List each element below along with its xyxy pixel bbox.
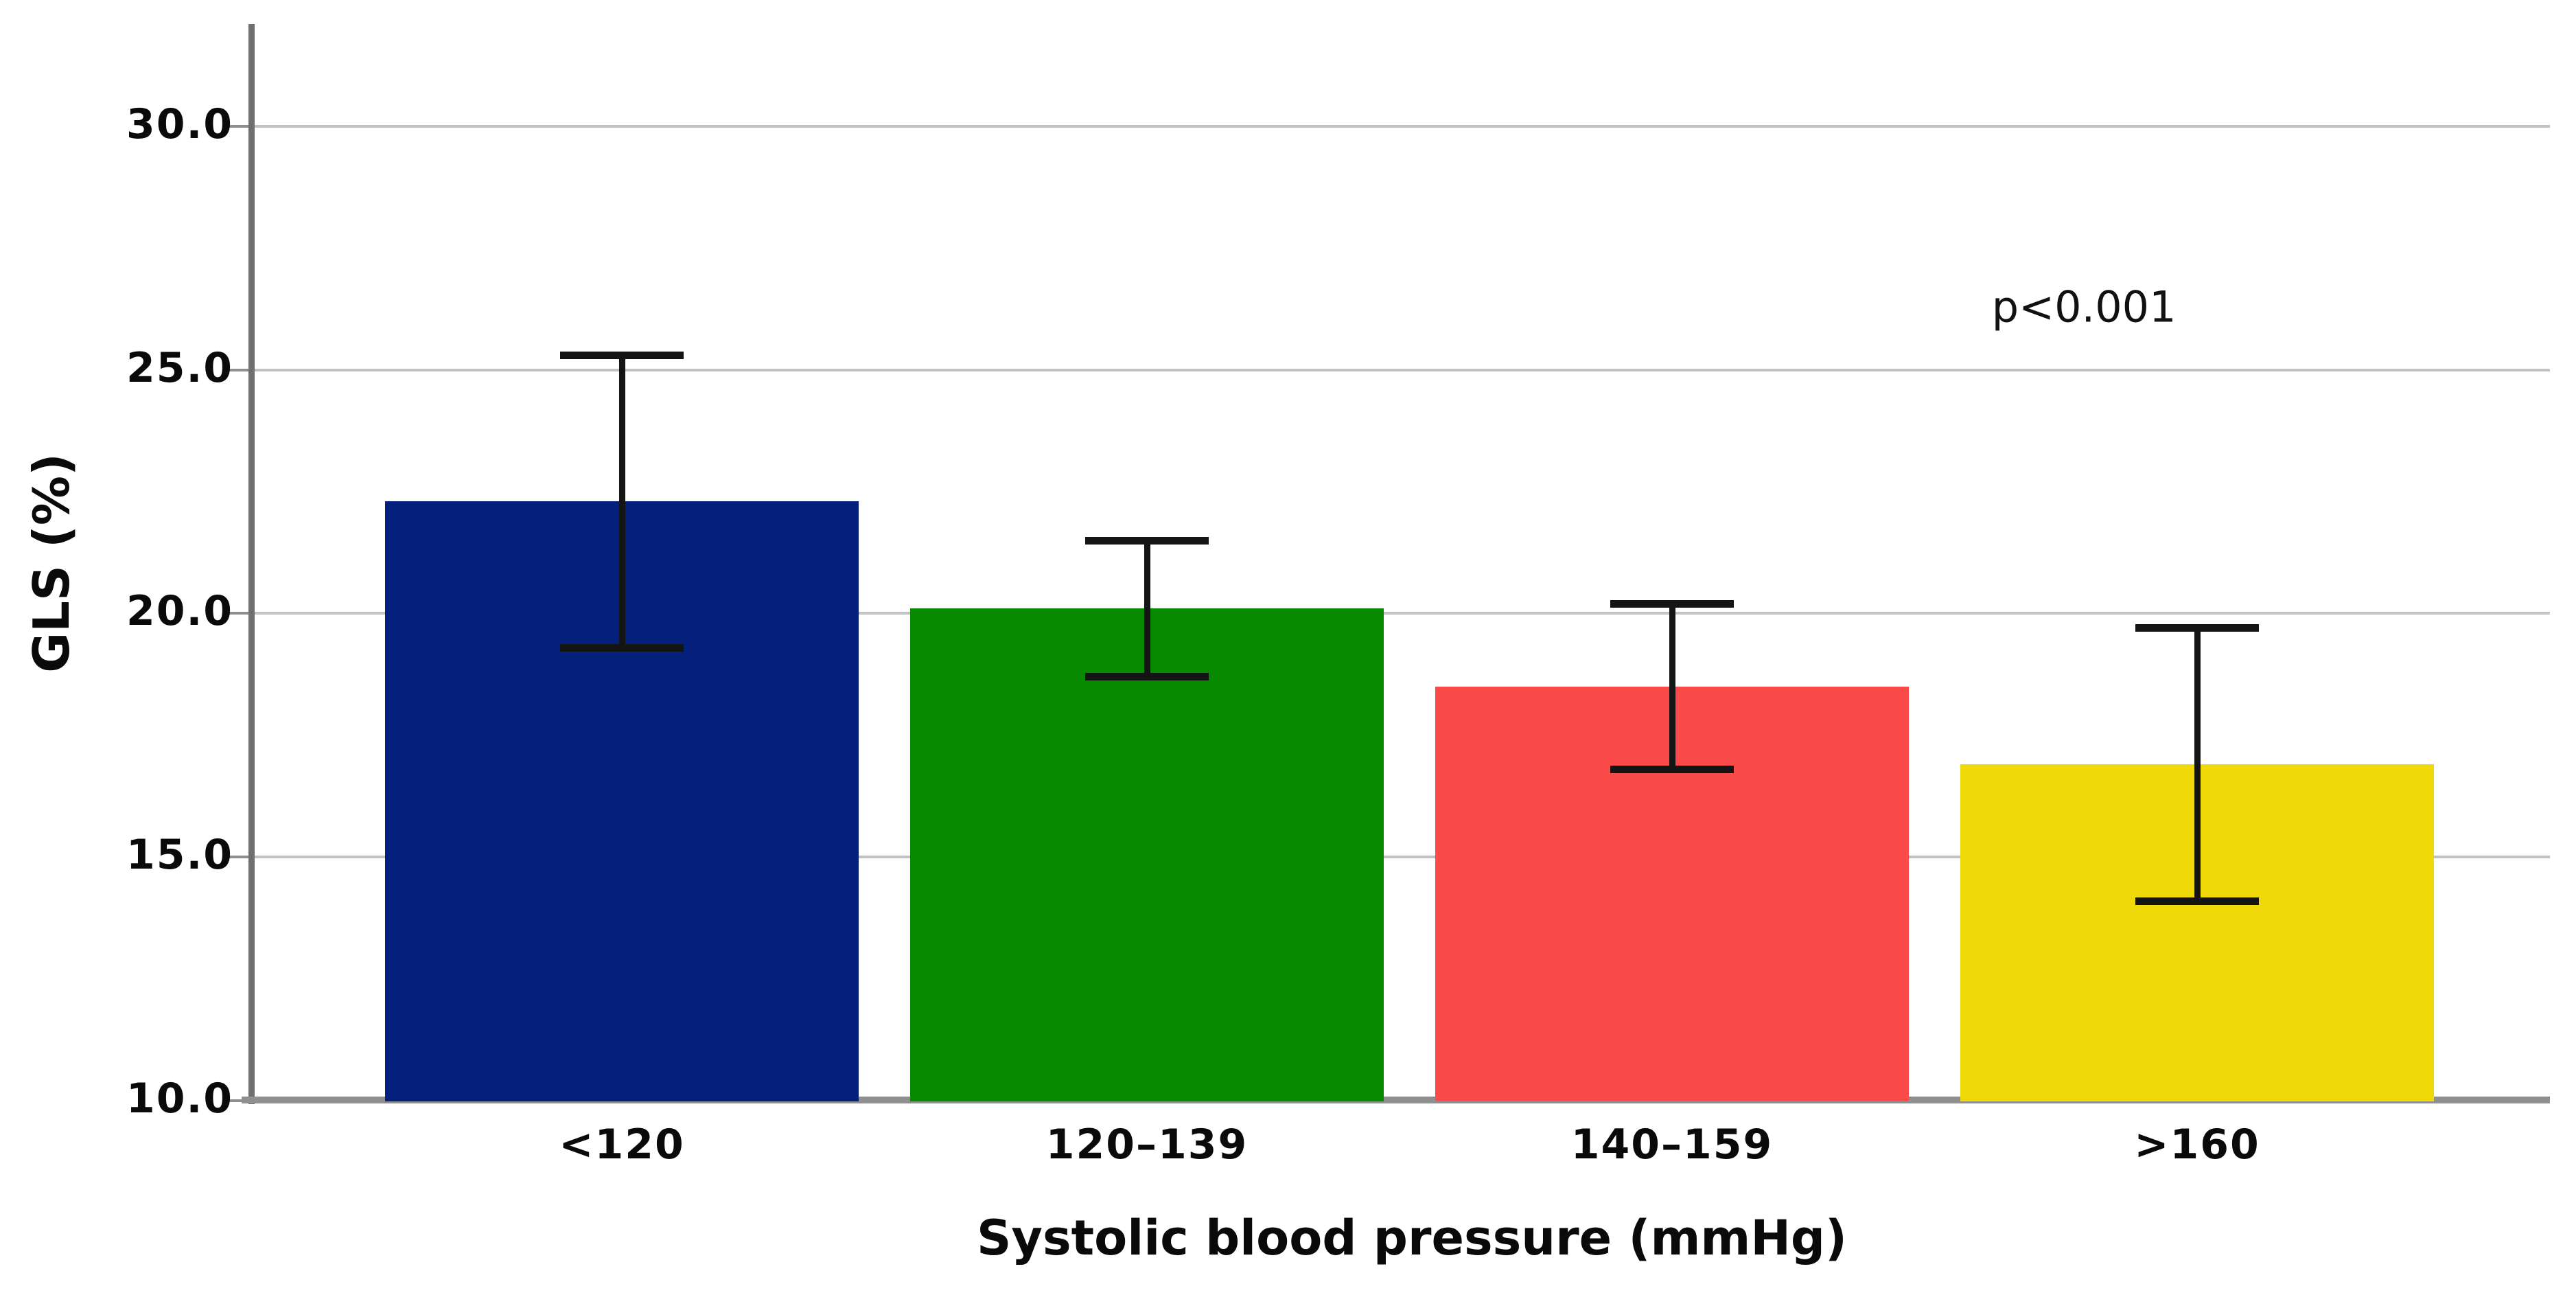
x-tick-label: >160 xyxy=(2134,1121,2260,1169)
gridline xyxy=(253,856,2550,859)
x-tick-label: 140–159 xyxy=(1570,1121,1774,1169)
y-tick-label: 20.0 xyxy=(126,587,233,636)
y-axis-tick xyxy=(228,124,248,128)
error-bar-whisker xyxy=(618,355,625,648)
y-axis-tick xyxy=(228,856,248,859)
error-bar-whisker xyxy=(1144,540,1150,677)
error-bar-whisker xyxy=(1669,604,1675,770)
y-axis-tick xyxy=(228,1099,248,1102)
y-tick-label: 25.0 xyxy=(126,343,233,392)
x-tick-label: 120–139 xyxy=(1045,1121,1249,1169)
error-bar-cap-upper xyxy=(1085,536,1209,545)
gridline xyxy=(253,612,2550,615)
y-axis-title: GLS (%) xyxy=(23,453,80,673)
y-tick-label: 15.0 xyxy=(126,831,233,880)
gridline xyxy=(253,368,2550,371)
x-axis-line xyxy=(242,1097,2550,1103)
error-bar-cap-lower xyxy=(560,643,684,652)
y-tick-label: 30.0 xyxy=(126,100,233,149)
error-bar-cap-upper xyxy=(1610,599,1734,608)
error-bar-cap-lower xyxy=(1085,673,1209,681)
bar xyxy=(910,608,1384,1101)
y-axis-tick xyxy=(228,368,248,371)
error-bar-whisker xyxy=(2194,628,2201,902)
error-bar-cap-lower xyxy=(2135,897,2259,905)
x-axis-title: Systolic blood pressure (mmHg) xyxy=(976,1210,1848,1266)
p-value-annotation: p<0.001 xyxy=(1991,282,2177,332)
x-tick-label: <120 xyxy=(559,1121,685,1169)
error-bar-cap-upper xyxy=(560,351,684,359)
y-axis-line xyxy=(248,24,255,1104)
error-bar-cap-upper xyxy=(2135,624,2259,632)
gridline xyxy=(253,124,2550,128)
y-axis-tick xyxy=(228,612,248,615)
error-bar-cap-lower xyxy=(1610,766,1734,774)
y-tick-label: 10.0 xyxy=(126,1075,233,1123)
